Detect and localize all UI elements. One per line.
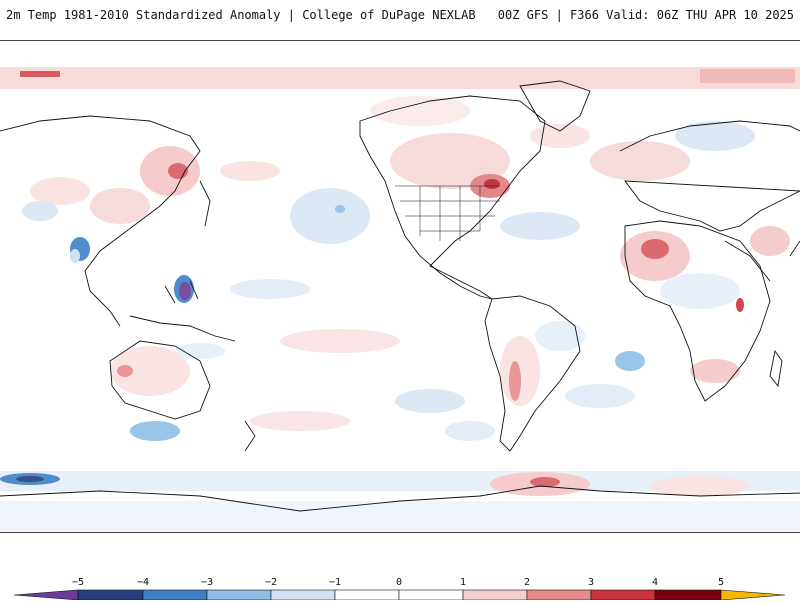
- colorbar-tick-label: −1: [328, 577, 342, 588]
- colorbar-tick-label: 0: [395, 577, 403, 588]
- colorbar-segment-0-1: [398, 589, 464, 601]
- colorbar-tick-label: 2: [523, 577, 531, 588]
- coastlines: [0, 80, 800, 512]
- colorbar-segment-neg2-neg1: [270, 589, 336, 601]
- colorbar-segment-gt-5: [720, 589, 786, 601]
- colorbar-segment-neg3-neg2: [206, 589, 272, 601]
- colorbar-segment-neg5-neg4: [77, 589, 144, 601]
- colorbar-segment-4-5: [654, 589, 722, 601]
- anomaly-map[interactable]: [0, 40, 800, 533]
- colorbar: [0, 576, 800, 601]
- colorbar-segment-1-2: [462, 589, 528, 601]
- colorbar-segment-neg4-neg3: [142, 589, 208, 601]
- colorbar-tick-label: 3: [587, 577, 595, 588]
- run-info: 00Z GFS | F366 Valid: 06Z THU APR 10 202…: [497, 8, 794, 22]
- colorbar-tick-label: −5: [71, 577, 85, 588]
- colorbar-tick-label: 4: [651, 577, 659, 588]
- colorbar-tick-label: −3: [200, 577, 214, 588]
- colorbar-segment-2-3: [526, 589, 592, 601]
- header: 2m Temp 1981-2010 Standardized Anomaly |…: [0, 0, 800, 36]
- colorbar-tick-label: −4: [136, 577, 150, 588]
- colorbar-tick-label: 1: [459, 577, 467, 588]
- colorbar-segment-neg1-0: [334, 589, 400, 601]
- colorbar-segment-lt-neg5: [13, 589, 79, 601]
- map-title: 2m Temp 1981-2010 Standardized Anomaly |…: [6, 8, 476, 22]
- state-borders: [395, 185, 500, 241]
- colorbar-segment-3-4: [590, 589, 656, 601]
- colorbar-tick-label: −2: [264, 577, 278, 588]
- anomaly-shading: [0, 67, 800, 532]
- colorbar-tick-label: 5: [717, 577, 725, 588]
